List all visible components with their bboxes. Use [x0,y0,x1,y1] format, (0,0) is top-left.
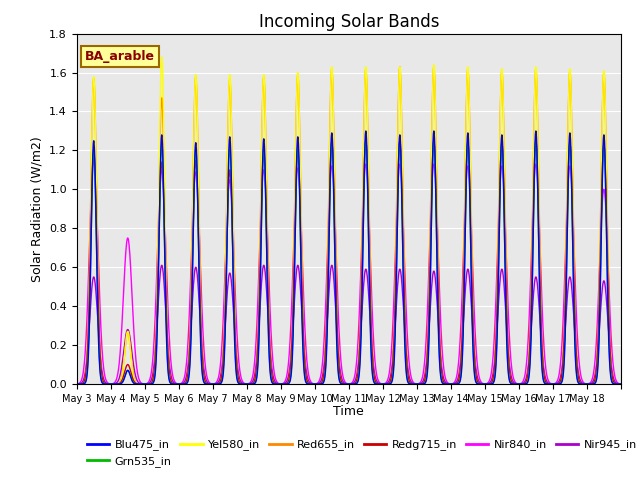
Text: BA_arable: BA_arable [85,50,155,63]
Y-axis label: Solar Radiation (W/m2): Solar Radiation (W/m2) [31,136,44,282]
Title: Incoming Solar Bands: Incoming Solar Bands [259,12,439,31]
X-axis label: Time: Time [333,405,364,418]
Legend: Blu475_in, Grn535_in, Yel580_in, Red655_in, Redg715_in, Nir840_in, Nir945_in: Blu475_in, Grn535_in, Yel580_in, Red655_… [83,435,640,471]
